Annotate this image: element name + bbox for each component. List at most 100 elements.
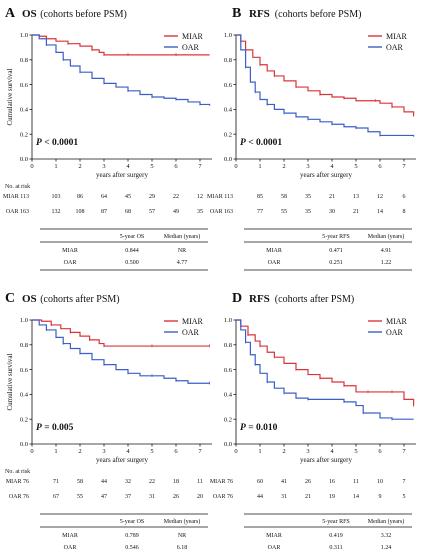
table-header: 5-year RFS [322, 519, 350, 525]
risk-value: 22 [173, 194, 179, 200]
legend-label-miar: MIAR [182, 32, 204, 41]
p-value-text: = 0.010 [246, 423, 278, 433]
table-cell: 0.546 [125, 545, 139, 550]
y-tick-label: 0.8 [20, 57, 28, 64]
risk-value: 37 [125, 494, 131, 500]
y-tick-label: 0.4 [224, 392, 233, 399]
risk-value: 8 [403, 209, 406, 215]
x-tick-label: 3 [102, 448, 105, 455]
x-tick-label: 6 [378, 163, 382, 170]
table-row-label: MIAR [62, 248, 78, 254]
risk-value: 35 [197, 209, 203, 215]
y-tick-label: 1.0 [224, 32, 232, 39]
risk-value: 87 [101, 209, 107, 215]
table-header: 5-year RFS [322, 234, 350, 240]
x-tick-label: 0 [234, 448, 237, 455]
legend-label-miar: MIAR [386, 317, 408, 326]
risk-value: 55 [281, 209, 287, 215]
series-line-oar [32, 319, 210, 384]
x-tick-label: 4 [126, 163, 130, 170]
table-cell: 0.789 [125, 533, 139, 539]
legend-label-miar: MIAR [386, 32, 408, 41]
table-cell: 1.24 [381, 545, 392, 550]
x-tick-label: 5 [354, 163, 357, 170]
y-tick-label: 0.0 [224, 441, 232, 448]
x-tick-label: 3 [102, 163, 105, 170]
x-tick-label: 7 [198, 448, 202, 455]
risk-value: 14 [353, 494, 359, 500]
p-value-symbol: P [240, 423, 246, 433]
y-tick-label: 0.8 [224, 342, 232, 349]
y-tick-label: 0.2 [224, 131, 232, 138]
table-cell: 0.311 [329, 545, 342, 550]
risk-value: 32 [125, 479, 131, 485]
x-tick-label: 0 [30, 448, 33, 455]
panel-letter: A [5, 6, 16, 21]
risk-row-label: MIAR 113 [207, 194, 233, 200]
risk-header: No. at risk [5, 184, 30, 190]
risk-value: 60 [257, 479, 263, 485]
legend-label-oar: OAR [386, 43, 404, 52]
risk-header: No. at risk [5, 469, 30, 475]
table-cell: 4.77 [177, 260, 188, 266]
table-cell: 0.500 [125, 260, 139, 266]
risk-value: 57 [149, 209, 155, 215]
risk-value: 13 [353, 194, 359, 200]
y-tick-label: 0.4 [20, 392, 29, 399]
panel-cohort: (cohorts before PSM) [40, 9, 127, 20]
y-tick-label: 1.0 [20, 317, 28, 324]
legend-label-oar: OAR [182, 43, 200, 52]
legend-label-oar: OAR [182, 328, 200, 337]
risk-row-label: MIAR 76 [210, 479, 233, 485]
panel-metric: OS [22, 293, 37, 305]
y-tick-label: 1.0 [224, 317, 232, 324]
x-tick-label: 5 [150, 448, 153, 455]
risk-value: 22 [149, 479, 155, 485]
panel-letter: B [232, 6, 241, 21]
x-tick-label: 1 [258, 163, 261, 170]
series-line-miar [236, 34, 415, 116]
y-tick-label: 1.0 [20, 32, 28, 39]
risk-row-label: OAR 163 [6, 209, 29, 215]
risk-value: 20 [197, 494, 203, 500]
panel-cohort: (cohorts before PSM) [275, 9, 362, 20]
y-tick-label: 0.2 [224, 416, 232, 423]
table-header: Median (years) [368, 518, 404, 525]
y-tick-label: 0.4 [224, 107, 233, 114]
table-cell: 4.91 [381, 248, 392, 254]
x-axis-label: years after surgery [96, 456, 148, 464]
y-tick-label: 0.0 [20, 156, 28, 163]
p-value-text: < 0.0001 [42, 138, 79, 148]
risk-value: 7 [403, 479, 406, 485]
risk-value: 35 [305, 209, 311, 215]
table-header: 5-year OS [120, 519, 145, 525]
y-tick-label: 0.4 [20, 107, 29, 114]
x-axis-label: years after surgery [96, 171, 148, 179]
x-tick-label: 6 [174, 448, 178, 455]
risk-value: 58 [281, 194, 287, 200]
table-row-label: MIAR [266, 533, 282, 539]
table-cell: 6.18 [177, 545, 188, 550]
risk-value: 21 [305, 494, 311, 500]
y-tick-label: 0.2 [20, 131, 28, 138]
p-value: P < 0.0001 [240, 138, 282, 148]
table-cell: 0.471 [329, 248, 343, 254]
x-tick-label: 6 [174, 163, 178, 170]
x-tick-label: 6 [378, 448, 382, 455]
x-tick-label: 3 [306, 448, 309, 455]
risk-value: 108 [76, 209, 85, 215]
x-axis-label: years after surgery [300, 456, 352, 464]
table-cell: 0.251 [329, 260, 343, 266]
panel-letter: D [232, 291, 242, 306]
table-row-label: OAR [64, 545, 77, 550]
risk-row-label: OAR 76 [9, 494, 29, 500]
x-tick-label: 1 [258, 448, 261, 455]
risk-value: 77 [257, 209, 263, 215]
legend-label-oar: OAR [386, 328, 404, 337]
p-value: P < 0.0001 [36, 138, 78, 148]
risk-value: 18 [173, 479, 179, 485]
risk-value: 68 [125, 209, 131, 215]
risk-value: 10 [377, 479, 383, 485]
risk-value: 6 [403, 194, 406, 200]
table-row-label: MIAR [62, 533, 78, 539]
